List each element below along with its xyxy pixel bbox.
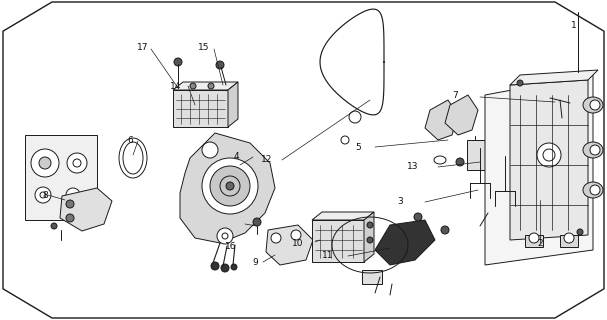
Text: 6: 6 bbox=[127, 136, 134, 145]
Circle shape bbox=[31, 149, 59, 177]
Circle shape bbox=[590, 145, 600, 155]
Text: 7: 7 bbox=[452, 92, 458, 100]
Circle shape bbox=[537, 143, 561, 167]
Circle shape bbox=[341, 136, 349, 144]
Polygon shape bbox=[173, 82, 238, 90]
Circle shape bbox=[208, 83, 214, 89]
Circle shape bbox=[441, 226, 449, 234]
Polygon shape bbox=[425, 100, 458, 140]
Bar bbox=[362, 270, 382, 284]
Bar bbox=[467, 140, 487, 170]
Text: 1: 1 bbox=[571, 21, 577, 30]
Polygon shape bbox=[445, 95, 478, 135]
Text: 5: 5 bbox=[355, 143, 361, 152]
Circle shape bbox=[211, 262, 219, 270]
Polygon shape bbox=[510, 70, 598, 85]
Polygon shape bbox=[180, 133, 275, 243]
Ellipse shape bbox=[583, 97, 603, 113]
Circle shape bbox=[217, 228, 233, 244]
Circle shape bbox=[216, 61, 224, 69]
Circle shape bbox=[590, 185, 600, 195]
Circle shape bbox=[35, 187, 51, 203]
Circle shape bbox=[271, 233, 281, 243]
Circle shape bbox=[291, 230, 301, 240]
Circle shape bbox=[367, 222, 373, 228]
Text: 14: 14 bbox=[171, 82, 181, 91]
Text: 12: 12 bbox=[262, 156, 273, 164]
Text: 3: 3 bbox=[398, 197, 404, 206]
Circle shape bbox=[202, 158, 258, 214]
Circle shape bbox=[174, 58, 182, 66]
Circle shape bbox=[414, 213, 422, 221]
Polygon shape bbox=[485, 75, 593, 265]
Circle shape bbox=[51, 223, 57, 229]
Circle shape bbox=[564, 233, 574, 243]
Circle shape bbox=[39, 157, 51, 169]
Circle shape bbox=[66, 200, 74, 208]
Circle shape bbox=[367, 237, 373, 243]
Circle shape bbox=[517, 80, 523, 86]
Circle shape bbox=[67, 153, 87, 173]
Polygon shape bbox=[375, 220, 435, 265]
Text: 16: 16 bbox=[225, 242, 236, 251]
Ellipse shape bbox=[552, 93, 568, 103]
Circle shape bbox=[349, 111, 361, 123]
Circle shape bbox=[221, 264, 229, 272]
Circle shape bbox=[202, 142, 218, 158]
Text: 2: 2 bbox=[537, 239, 543, 248]
Polygon shape bbox=[510, 80, 588, 240]
Polygon shape bbox=[173, 90, 228, 127]
Circle shape bbox=[456, 158, 464, 166]
Text: 11: 11 bbox=[322, 252, 333, 260]
Text: 13: 13 bbox=[407, 162, 418, 171]
Text: 8: 8 bbox=[42, 191, 49, 200]
Text: 17: 17 bbox=[137, 44, 148, 52]
Circle shape bbox=[66, 188, 80, 202]
Circle shape bbox=[66, 214, 74, 222]
Polygon shape bbox=[60, 188, 112, 231]
Polygon shape bbox=[364, 212, 374, 262]
Circle shape bbox=[226, 182, 234, 190]
Polygon shape bbox=[228, 82, 238, 127]
Polygon shape bbox=[266, 225, 313, 265]
Ellipse shape bbox=[434, 156, 446, 164]
Circle shape bbox=[590, 100, 600, 110]
Text: 10: 10 bbox=[292, 239, 303, 248]
Ellipse shape bbox=[119, 138, 147, 178]
Circle shape bbox=[190, 83, 196, 89]
Polygon shape bbox=[312, 220, 364, 262]
Ellipse shape bbox=[470, 142, 490, 154]
Text: 15: 15 bbox=[198, 44, 209, 52]
Polygon shape bbox=[312, 212, 374, 220]
Circle shape bbox=[253, 218, 261, 226]
Ellipse shape bbox=[583, 182, 603, 198]
Ellipse shape bbox=[583, 142, 603, 158]
Ellipse shape bbox=[495, 150, 515, 162]
Circle shape bbox=[231, 264, 237, 270]
Circle shape bbox=[577, 229, 583, 235]
Bar bbox=[525, 235, 543, 247]
Bar bbox=[560, 235, 578, 247]
Bar bbox=[25, 135, 97, 220]
Circle shape bbox=[210, 166, 250, 206]
Text: 4: 4 bbox=[234, 152, 240, 161]
Text: 9: 9 bbox=[252, 258, 258, 267]
Circle shape bbox=[529, 233, 539, 243]
